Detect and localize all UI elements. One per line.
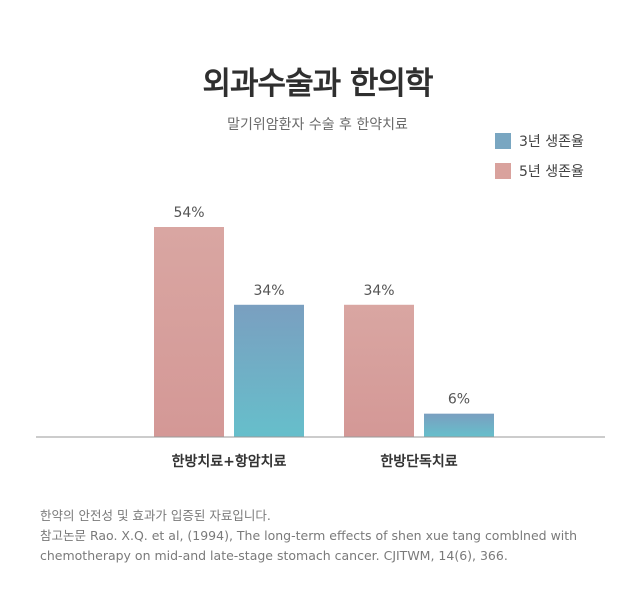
legend-label-5yr: 5년 생존율 xyxy=(519,164,584,180)
bar-5yr-2 xyxy=(344,304,414,437)
category-label-2: 한방단독치료 xyxy=(380,453,457,470)
footnote-line-1: 한약의 안전성 및 효과가 입증된 자료입니다. xyxy=(40,508,271,523)
bar-3yr-2 xyxy=(424,413,494,437)
footnote-line-3: chemotherapy on mid-and late-stage stoma… xyxy=(40,548,508,563)
legend-swatch-3yr xyxy=(495,133,511,149)
legend-item-3yr: 3년 생존율 xyxy=(495,131,584,151)
bar-chart: 54% 34% 한방치료+항암치료 34% 6% 한방단독치료 xyxy=(36,205,605,470)
data-label-3yr-2: 6% xyxy=(448,392,470,408)
chart-title: 외과수술과 한의학 xyxy=(202,66,434,102)
chart-legend: 3년 생존율 5년 생존율 xyxy=(495,131,584,191)
category-label-1: 한방치료+항암치료 xyxy=(172,453,287,470)
legend-item-5yr: 5년 생존율 xyxy=(495,161,584,181)
legend-swatch-5yr xyxy=(495,163,511,179)
footnote-line-2: 참고논문 Rao. X.Q. et al, (1994), The long-t… xyxy=(40,528,578,543)
bar-3yr-1 xyxy=(234,304,304,437)
legend-label-3yr: 3년 생존율 xyxy=(519,134,584,150)
footnote: 한약의 안전성 및 효과가 입증된 자료입니다. 참고논문 Rao. X.Q. … xyxy=(40,506,600,566)
data-label-3yr-1: 34% xyxy=(253,283,284,299)
bar-5yr-1 xyxy=(154,227,224,437)
data-label-5yr-2: 34% xyxy=(363,283,394,299)
chart-subtitle: 말기위암환자 수술 후 한약치료 xyxy=(227,117,408,133)
data-label-5yr-1: 54% xyxy=(173,205,204,221)
